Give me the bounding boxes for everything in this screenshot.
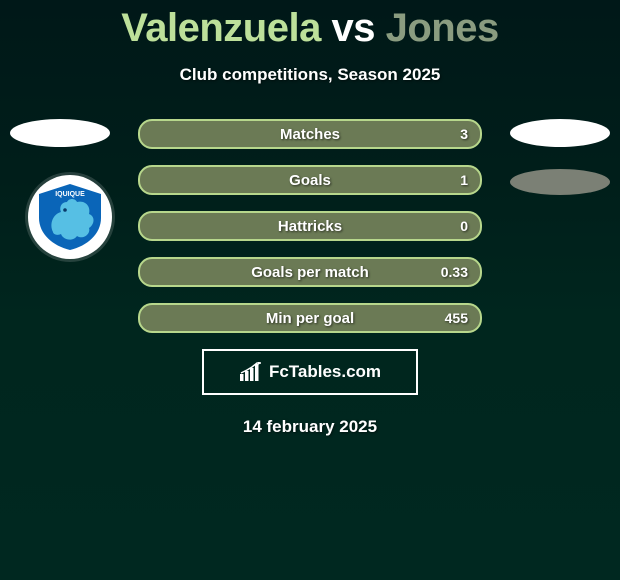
stat-row-hattricks: Hattricks 0 bbox=[138, 211, 482, 241]
stat-value: 455 bbox=[445, 310, 468, 326]
comparison-title: Valenzuela vs Jones bbox=[0, 0, 620, 51]
brand-logo-box[interactable]: FcTables.com bbox=[202, 349, 418, 395]
stat-row-goals-per-match: Goals per match 0.33 bbox=[138, 257, 482, 287]
comparison-date: 14 february 2025 bbox=[0, 417, 620, 437]
stat-label: Goals per match bbox=[251, 264, 369, 281]
stat-label: Goals bbox=[289, 172, 331, 189]
player1-name: Valenzuela bbox=[121, 6, 321, 50]
svg-text:IQUIQUE: IQUIQUE bbox=[55, 191, 85, 198]
stat-value: 0 bbox=[460, 218, 468, 234]
stats-area: IQUIQUE Matches 3 Goals 1 Hattricks 0 Go… bbox=[0, 119, 620, 333]
stat-value: 3 bbox=[460, 126, 468, 142]
competition-subtitle: Club competitions, Season 2025 bbox=[0, 65, 620, 85]
player2-name: Jones bbox=[386, 6, 499, 50]
player2-secondary-ellipse bbox=[510, 169, 610, 195]
stat-value: 0.33 bbox=[441, 264, 468, 280]
stat-value: 1 bbox=[460, 172, 468, 188]
stat-label: Min per goal bbox=[266, 310, 354, 327]
bar-chart-icon bbox=[239, 362, 263, 382]
stat-row-matches: Matches 3 bbox=[138, 119, 482, 149]
vs-text: vs bbox=[331, 6, 375, 50]
player1-marker-ellipse bbox=[10, 119, 110, 147]
stat-label: Hattricks bbox=[278, 218, 342, 235]
stat-label: Matches bbox=[280, 126, 340, 143]
stat-rows: Matches 3 Goals 1 Hattricks 0 Goals per … bbox=[138, 119, 482, 333]
stat-row-min-per-goal: Min per goal 455 bbox=[138, 303, 482, 333]
club-badge-iquique: IQUIQUE bbox=[28, 175, 112, 259]
stat-row-goals: Goals 1 bbox=[138, 165, 482, 195]
brand-name: FcTables.com bbox=[269, 362, 381, 382]
club-badge-graphic: IQUIQUE bbox=[35, 182, 105, 252]
player2-marker-ellipse bbox=[510, 119, 610, 147]
